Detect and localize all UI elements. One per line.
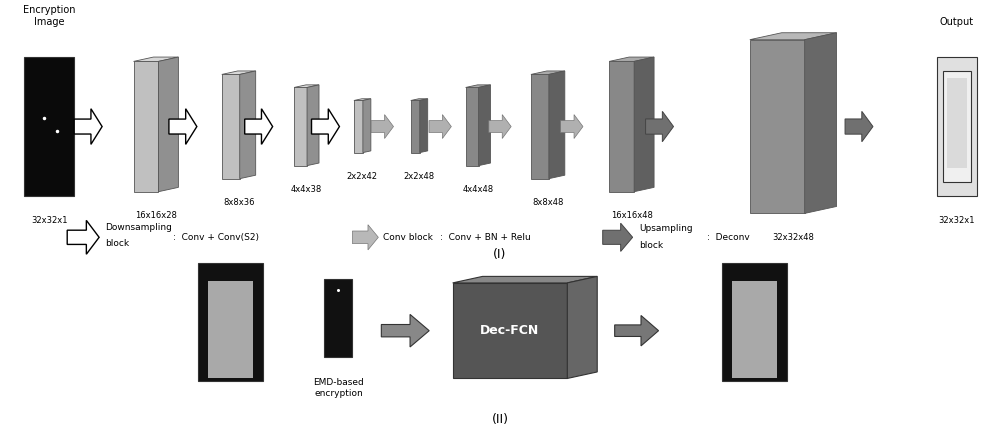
- Polygon shape: [722, 263, 787, 380]
- Polygon shape: [134, 57, 178, 61]
- Polygon shape: [609, 61, 634, 192]
- Polygon shape: [294, 85, 319, 88]
- Polygon shape: [549, 71, 565, 179]
- Polygon shape: [354, 101, 363, 153]
- Polygon shape: [937, 57, 977, 196]
- Text: 2x2x48: 2x2x48: [404, 172, 435, 181]
- Polygon shape: [169, 109, 197, 144]
- Polygon shape: [466, 85, 491, 88]
- Text: 32x32x48: 32x32x48: [772, 233, 814, 242]
- Text: 8x8x36: 8x8x36: [223, 198, 254, 207]
- Text: 2x2x42: 2x2x42: [347, 172, 378, 181]
- Polygon shape: [324, 279, 352, 357]
- Polygon shape: [363, 99, 371, 153]
- Polygon shape: [489, 115, 511, 138]
- Text: 4x4x48: 4x4x48: [462, 185, 494, 194]
- Polygon shape: [158, 57, 178, 192]
- Text: block: block: [640, 241, 664, 250]
- Polygon shape: [750, 33, 837, 40]
- Text: :  Conv + Conv(S2): : Conv + Conv(S2): [173, 233, 259, 242]
- Text: Conv block: Conv block: [383, 233, 433, 242]
- Polygon shape: [381, 315, 429, 347]
- Polygon shape: [411, 101, 420, 153]
- Polygon shape: [479, 85, 491, 166]
- Polygon shape: [24, 57, 74, 196]
- Polygon shape: [307, 85, 319, 166]
- Polygon shape: [750, 40, 805, 214]
- Polygon shape: [371, 115, 393, 138]
- Text: 32x32x1: 32x32x1: [31, 215, 68, 225]
- Polygon shape: [646, 111, 674, 142]
- Text: 16x16x48: 16x16x48: [611, 211, 653, 220]
- Polygon shape: [531, 74, 549, 179]
- Polygon shape: [947, 78, 967, 168]
- Polygon shape: [453, 283, 567, 378]
- Text: EMD-based
encryption: EMD-based encryption: [313, 378, 364, 398]
- Polygon shape: [411, 99, 428, 101]
- Polygon shape: [615, 316, 659, 346]
- Polygon shape: [429, 115, 451, 138]
- Polygon shape: [561, 115, 583, 138]
- Text: block: block: [105, 239, 129, 248]
- Polygon shape: [294, 88, 307, 166]
- Polygon shape: [354, 99, 371, 101]
- Polygon shape: [943, 71, 971, 182]
- Polygon shape: [634, 57, 654, 192]
- Polygon shape: [567, 276, 597, 378]
- Text: 4x4x38: 4x4x38: [291, 185, 322, 194]
- Polygon shape: [198, 263, 263, 380]
- Text: (I): (I): [493, 248, 507, 261]
- Polygon shape: [732, 281, 777, 378]
- Polygon shape: [245, 109, 273, 144]
- Polygon shape: [74, 109, 102, 144]
- Text: 16x16x28: 16x16x28: [135, 211, 177, 220]
- Polygon shape: [845, 111, 873, 142]
- Text: Encryption
Image: Encryption Image: [23, 5, 76, 27]
- Polygon shape: [609, 57, 654, 61]
- Polygon shape: [208, 281, 253, 378]
- Polygon shape: [466, 88, 479, 166]
- Polygon shape: [352, 225, 378, 250]
- Polygon shape: [603, 223, 633, 251]
- Polygon shape: [453, 276, 597, 283]
- Polygon shape: [67, 220, 99, 254]
- Polygon shape: [222, 71, 256, 74]
- Polygon shape: [312, 109, 339, 144]
- Text: 8x8x48: 8x8x48: [532, 198, 564, 207]
- Text: Upsampling: Upsampling: [640, 224, 693, 233]
- Text: Downsampling: Downsampling: [105, 223, 172, 232]
- Text: Dec-FCN: Dec-FCN: [480, 324, 540, 337]
- Polygon shape: [134, 61, 158, 192]
- Text: :  Deconv: : Deconv: [707, 233, 750, 242]
- Polygon shape: [805, 33, 837, 214]
- Polygon shape: [420, 99, 428, 153]
- Text: (II): (II): [492, 413, 509, 426]
- Text: Output: Output: [940, 16, 974, 27]
- Polygon shape: [222, 74, 240, 179]
- Text: 32x32x1: 32x32x1: [938, 215, 975, 225]
- Text: :  Conv + BN + Relu: : Conv + BN + Relu: [440, 233, 531, 242]
- Polygon shape: [240, 71, 256, 179]
- Polygon shape: [531, 71, 565, 74]
